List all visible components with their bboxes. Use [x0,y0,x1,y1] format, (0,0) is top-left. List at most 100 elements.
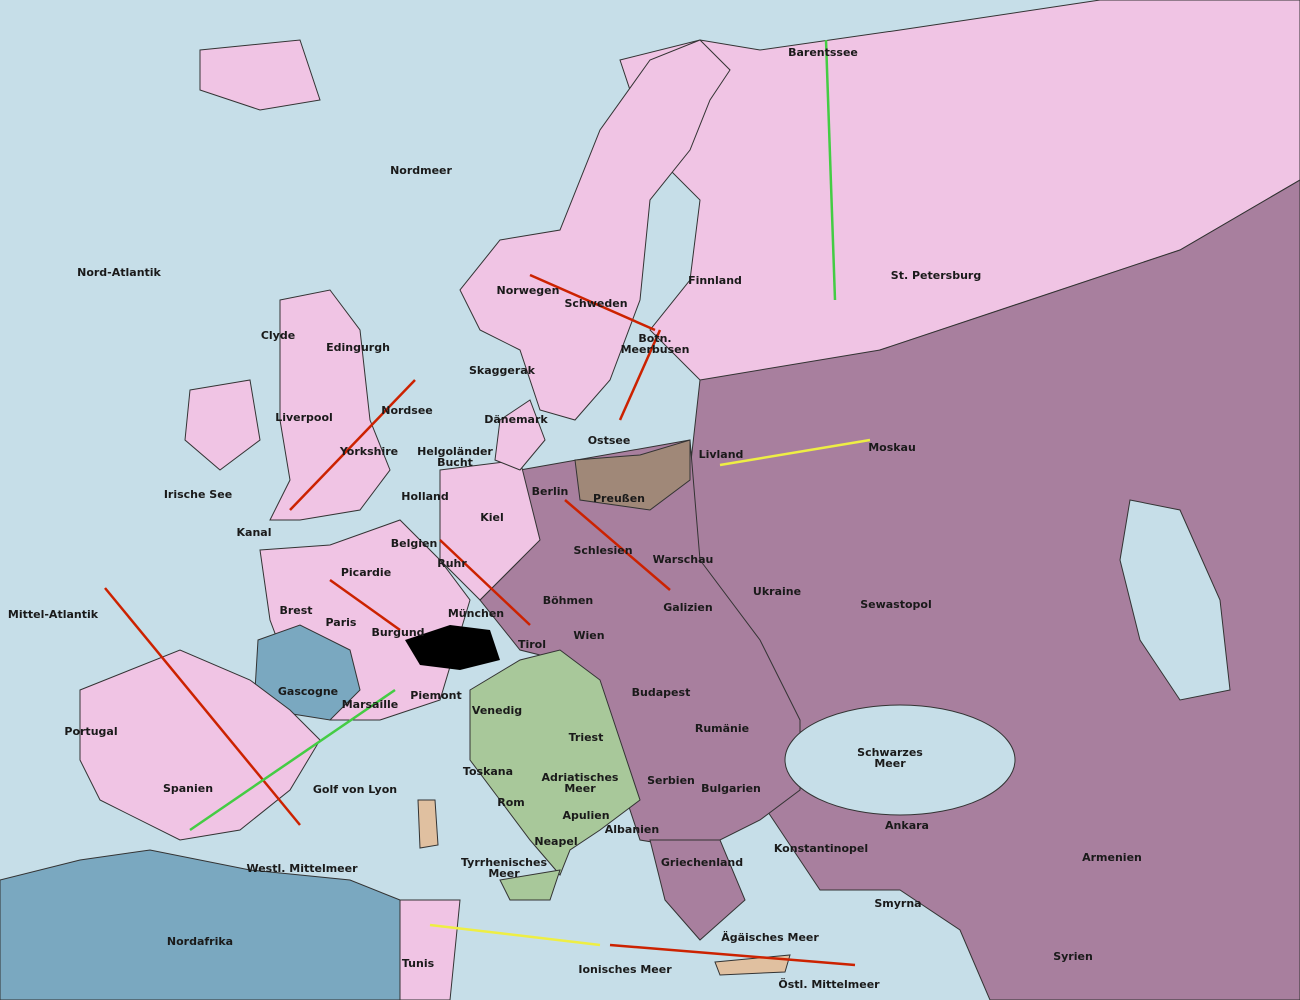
region-label: Holland [401,490,448,503]
region-label: Armenien [1082,851,1142,864]
region-label: Edingurgh [326,341,390,354]
order-arrow [529,273,656,332]
order-arrow [289,379,416,511]
region-label: Westl. Mittelmeer [246,862,358,875]
region-label: Tirol [518,638,546,651]
region-label: Dänemark [484,413,548,426]
region-label: Östl. Mittelmeer [778,977,880,991]
region-label-line: Schwarzes [857,746,923,759]
ireland [184,379,261,471]
region-label: Norwegen [497,284,560,297]
order-arrow [618,329,662,421]
region-label: Ionisches Meer [578,963,672,976]
caspian [1119,499,1231,701]
region-label: Golf von Lyon [313,783,397,796]
region-label: Kanal [237,526,272,539]
region-label: Bulgarien [701,782,761,795]
region-label-line: Meerbusen [621,343,690,356]
switzerland [405,625,500,670]
order-arrow [429,923,601,947]
region-label: Yorkshire [339,445,398,458]
region-label: Nord-Atlantik [77,266,161,279]
region-label: Toskana [463,765,513,778]
region-label: Gascogne [278,685,338,698]
order-arrow [104,587,301,826]
region-label: Apulien [562,809,609,822]
order-arrow [609,943,856,967]
greece [649,839,746,941]
region-label: Preußen [593,492,645,505]
preussen [574,439,691,511]
italy [469,649,641,876]
region-label: Tyrrhenisches Meer [461,856,547,880]
region-label: Neapel [534,835,577,848]
region-label: Schlesien [573,544,632,557]
region-label: Rom [497,796,525,809]
region-label: Kiel [480,511,504,524]
region-label: Schweden [564,297,627,310]
region-label: Galizien [663,601,712,614]
order-arrow [564,499,671,591]
region-label: Griechenland [661,856,743,869]
region-label: Barentssee [788,46,858,59]
region-label: Ankara [885,819,929,832]
region-label-line: Meer [564,782,596,795]
region-label: Böhmen [543,594,594,607]
region-label: Spanien [163,782,213,795]
region-label: Serbien [647,774,695,787]
region-label: Ostsee [588,434,631,447]
tunis [399,899,461,1000]
order-arrow [439,539,531,626]
region-label-line: Meer [874,757,906,770]
region-label: Berlin [532,485,569,498]
region-label: Nordsee [381,404,433,417]
britain [269,289,391,521]
orders [104,39,871,967]
region-label: Mittel-Atlantik [8,608,99,621]
region-label: Syrien [1053,950,1093,963]
denmark [494,399,546,471]
region-label: Konstantinopel [774,842,868,855]
region-label: Tunis [402,957,435,970]
region-label: Clyde [261,329,295,342]
region-label: Smyrna [874,897,921,910]
region-label: Picardie [341,566,391,579]
region-label: Nordafrika [167,935,233,948]
region-label: Budapest [632,686,691,699]
region-label-line: Helgoländer [417,445,493,458]
region-label-line: Meer [488,867,520,880]
region-label: Portugal [64,725,117,738]
region-label: Ukraine [753,585,801,598]
region-label: Helgoländer Bucht [417,445,493,469]
region-label: Venedig [472,704,522,717]
region-label: Livland [699,448,744,461]
region-label: Moskau [868,441,916,454]
region-label: Wien [573,629,604,642]
region-label: Triest [569,731,604,744]
region-label-line: Adriatisches [542,771,619,784]
order-arrow [189,688,396,832]
scandinavia [459,39,731,421]
region-label: Burgund [371,626,424,639]
region-label-line: Tyrrhenisches [461,856,547,869]
region-label: Piemont [410,689,461,702]
region-label: Sewastopol [860,598,932,611]
order-arrow [719,438,871,467]
region-label: Ruhr [437,557,467,570]
region-label-line: Botn. [638,332,671,345]
region-label: Adriatisches Meer [542,771,619,795]
region-labels: Barentssee Nordmeer Nord-Atlantik Finnland S… [8,46,1142,991]
region-label: München [448,607,504,620]
region-label: Belgien [391,537,438,550]
region-label: Paris [326,616,357,629]
order-arrow [329,578,401,632]
region-label-line: Bucht [437,456,473,469]
black-sea [784,704,1016,816]
region-label: St. Petersburg [891,269,981,282]
region-label: Rumänie [695,722,749,735]
region-label: Nordmeer [390,164,452,177]
region-label: Skaggerak [469,364,536,377]
sardinia [417,799,439,849]
region-label: Liverpool [275,411,333,424]
